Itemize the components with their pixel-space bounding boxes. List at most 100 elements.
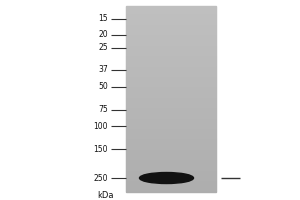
- Bar: [126, 141, 216, 142]
- Bar: [126, 64, 216, 65]
- Bar: [126, 129, 216, 130]
- Bar: [126, 77, 216, 78]
- Bar: [126, 116, 216, 117]
- Bar: [126, 144, 216, 145]
- Bar: [126, 45, 216, 46]
- Text: 50: 50: [98, 82, 108, 91]
- Bar: [126, 99, 216, 100]
- Bar: [126, 131, 216, 132]
- Bar: [126, 103, 216, 104]
- Bar: [126, 67, 216, 68]
- Bar: [126, 127, 216, 128]
- Bar: [126, 157, 216, 158]
- Bar: [126, 29, 216, 30]
- Bar: [126, 71, 216, 72]
- Bar: [126, 152, 216, 153]
- Bar: [126, 167, 216, 168]
- Bar: [126, 53, 216, 54]
- Bar: [126, 182, 216, 183]
- Bar: [126, 22, 216, 23]
- Text: 15: 15: [98, 14, 108, 23]
- Bar: [126, 81, 216, 82]
- Bar: [126, 37, 216, 38]
- Bar: [126, 50, 216, 51]
- Bar: [126, 12, 216, 13]
- Bar: [126, 169, 216, 170]
- Bar: [126, 90, 216, 91]
- Bar: [126, 35, 216, 36]
- Text: 250: 250: [94, 174, 108, 183]
- Text: 25: 25: [98, 43, 108, 52]
- Text: 37: 37: [98, 65, 108, 74]
- Bar: [126, 23, 216, 24]
- Bar: [126, 132, 216, 133]
- Bar: [126, 48, 216, 49]
- Bar: [126, 187, 216, 188]
- Bar: [126, 177, 216, 178]
- Bar: [126, 165, 216, 166]
- Bar: [126, 80, 216, 81]
- Bar: [126, 125, 216, 126]
- Bar: [126, 55, 216, 56]
- Bar: [126, 69, 216, 70]
- Bar: [126, 18, 216, 19]
- Bar: [126, 150, 216, 151]
- Bar: [126, 172, 216, 173]
- Bar: [126, 68, 216, 69]
- Bar: [126, 159, 216, 160]
- Bar: [126, 109, 216, 110]
- Bar: [126, 173, 216, 174]
- Bar: [126, 119, 216, 120]
- Bar: [126, 149, 216, 150]
- Bar: [126, 40, 216, 41]
- Bar: [126, 155, 216, 156]
- Bar: [126, 57, 216, 58]
- Bar: [126, 52, 216, 53]
- Bar: [126, 32, 216, 33]
- Bar: [126, 74, 216, 75]
- Bar: [126, 136, 216, 137]
- Bar: [126, 95, 216, 96]
- Bar: [126, 134, 216, 135]
- Bar: [126, 94, 216, 95]
- Bar: [126, 73, 216, 74]
- Bar: [126, 60, 216, 61]
- Bar: [126, 54, 216, 55]
- Bar: [126, 14, 216, 15]
- Bar: [126, 140, 216, 141]
- Bar: [126, 130, 216, 131]
- Bar: [126, 106, 216, 107]
- Bar: [126, 76, 216, 77]
- Bar: [126, 158, 216, 159]
- Text: kDa: kDa: [97, 191, 113, 200]
- Bar: [126, 58, 216, 59]
- Ellipse shape: [140, 173, 194, 184]
- Bar: [126, 114, 216, 115]
- Bar: [126, 31, 216, 32]
- Bar: [126, 88, 216, 89]
- Bar: [126, 36, 216, 37]
- Bar: [126, 139, 216, 140]
- Bar: [126, 44, 216, 45]
- Bar: [126, 27, 216, 28]
- Bar: [126, 72, 216, 73]
- Bar: [126, 66, 216, 67]
- Bar: [126, 7, 216, 8]
- Bar: [126, 179, 216, 180]
- Bar: [126, 92, 216, 93]
- Bar: [126, 146, 216, 147]
- Bar: [126, 49, 216, 50]
- Bar: [126, 115, 216, 116]
- Bar: [126, 15, 216, 16]
- Bar: [126, 142, 216, 143]
- Bar: [126, 160, 216, 161]
- Bar: [126, 145, 216, 146]
- Bar: [126, 102, 216, 103]
- Bar: [126, 63, 216, 64]
- Bar: [126, 41, 216, 42]
- Text: 20: 20: [98, 30, 108, 39]
- Bar: [126, 9, 216, 10]
- Bar: [126, 46, 216, 47]
- Bar: [126, 84, 216, 85]
- Bar: [126, 164, 216, 165]
